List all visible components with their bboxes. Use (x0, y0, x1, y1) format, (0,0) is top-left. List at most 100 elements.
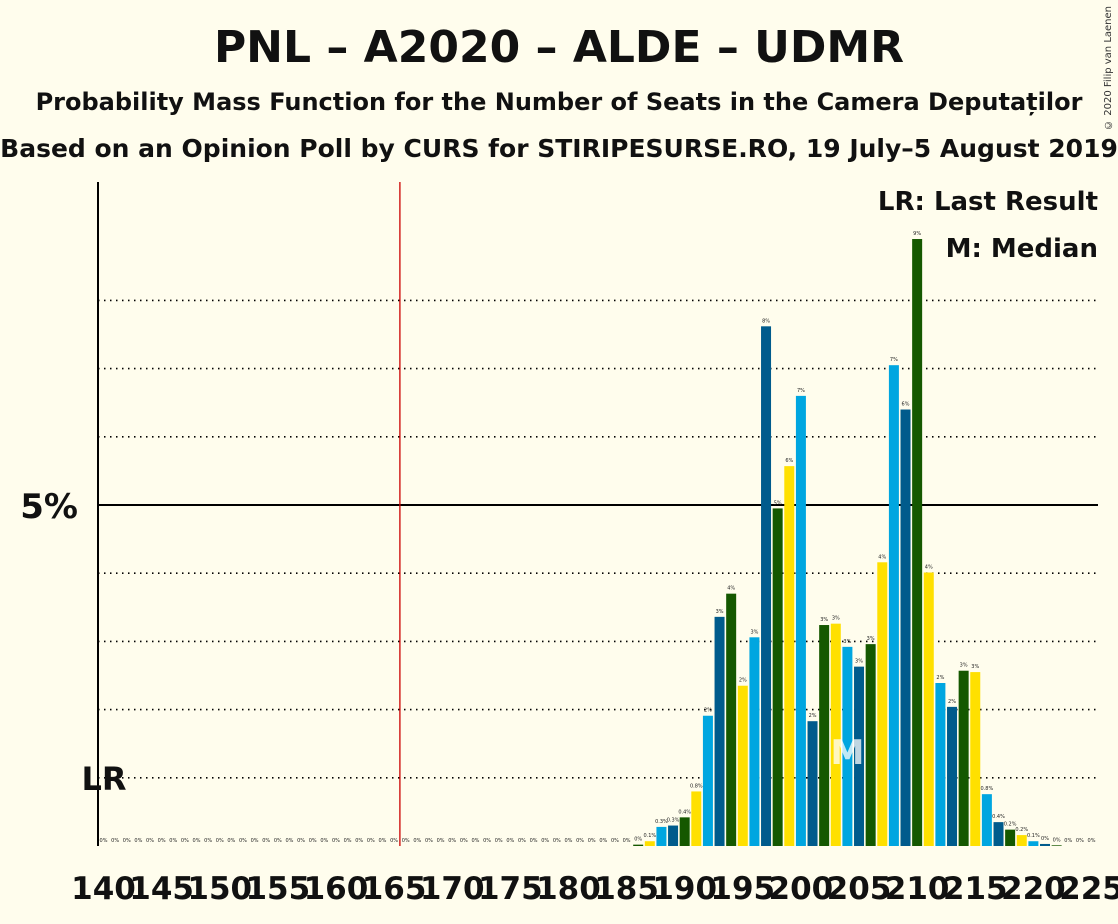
bar (726, 593, 737, 846)
bar-label: 0% (227, 838, 235, 844)
bar (1040, 843, 1051, 846)
bar-label: 8% (762, 318, 770, 324)
bar (795, 395, 806, 846)
bar (1005, 829, 1016, 846)
bar-label: 0% (530, 838, 538, 844)
bar (993, 822, 1004, 846)
bar-label: 0% (344, 838, 352, 844)
bar-label: 0% (634, 837, 642, 843)
bar-label: 4% (878, 554, 886, 560)
bar-label: 2% (739, 678, 747, 684)
x-tick-label: 190 (652, 871, 717, 907)
bar-label: 0% (378, 838, 386, 844)
grid-lines: 5% (20, 299, 1098, 779)
bar (1051, 845, 1062, 846)
bar-label: 0% (541, 838, 549, 844)
bar (947, 706, 958, 846)
bar (633, 844, 644, 846)
bar-label: 0% (1088, 838, 1096, 844)
bar-label: 0% (623, 838, 631, 844)
bar-label: 0% (251, 838, 259, 844)
x-tick-label: 160 (304, 871, 369, 907)
bar-label: 3% (750, 629, 758, 635)
bar (1016, 835, 1027, 846)
x-tick-label: 225 (1059, 871, 1118, 907)
bar-label: 0.1% (1027, 833, 1040, 839)
bar-label: 0% (599, 838, 607, 844)
bar-label: 0% (123, 838, 131, 844)
bar (854, 666, 865, 846)
bar (784, 466, 795, 846)
bar-label: 0% (216, 838, 224, 844)
bar-label: 0.2% (1004, 822, 1017, 828)
bar (679, 817, 690, 846)
bar (702, 715, 713, 846)
bar-label: 2% (809, 713, 817, 719)
bar-label: 0% (1053, 837, 1061, 843)
bar-label: 0% (460, 838, 468, 844)
bar-label: 0% (367, 838, 375, 844)
bar-label: 0% (437, 838, 445, 844)
bar (737, 685, 748, 846)
bar-label: 0% (309, 838, 317, 844)
bar-label: 0% (553, 838, 561, 844)
bar-label: 6% (902, 402, 910, 408)
x-tick-label: 180 (536, 871, 601, 907)
bar-label: 0% (448, 838, 456, 844)
bar-label: 3% (843, 639, 851, 645)
bar-label: 0% (390, 838, 398, 844)
bar-label: 0% (286, 838, 294, 844)
x-tick-label: 170 (420, 871, 485, 907)
bar-label: 0% (100, 838, 108, 844)
bar-label: 3% (832, 616, 840, 622)
bar-label: 0.3% (667, 818, 680, 824)
bar-label: 0% (111, 838, 119, 844)
bar-label: 0% (181, 838, 189, 844)
x-tick-label: 175 (478, 871, 543, 907)
chart-subtitle: Probability Mass Function for the Number… (35, 88, 1083, 116)
bar-label: 0% (576, 838, 584, 844)
x-tick-label: 165 (362, 871, 427, 907)
bar (970, 672, 981, 846)
bar-label: 7% (890, 357, 898, 363)
bar-label: 0% (588, 838, 596, 844)
bar-label: 0% (1041, 836, 1049, 842)
overlay: LR M (81, 182, 864, 846)
bar-label: 6% (785, 458, 793, 464)
bar (842, 646, 853, 846)
bar-label: 3% (716, 609, 724, 615)
bar-label: 0% (355, 838, 363, 844)
bar-label: 0% (158, 838, 166, 844)
bar-label: 0.3% (655, 819, 668, 825)
bar (865, 644, 876, 846)
bar-label: 9% (913, 231, 921, 237)
bar (1028, 841, 1039, 846)
bar-label: 0% (564, 838, 572, 844)
bar-label: 5% (774, 500, 782, 506)
x-tick-label: 145 (129, 871, 194, 907)
bar-label: 4% (925, 565, 933, 571)
bar-label: 0% (297, 838, 305, 844)
chart-source: Based on an Opinion Poll by CURS for STI… (0, 134, 1118, 163)
bar-label: 0.8% (690, 783, 703, 789)
bar-label: 4% (727, 586, 735, 592)
bar (807, 721, 818, 846)
bar-label: 3% (960, 663, 968, 669)
bar-label: 0% (471, 838, 479, 844)
legend-last-result: LR: Last Result (878, 187, 1098, 217)
bar-label: 2% (948, 699, 956, 705)
bar-label: 0% (239, 838, 247, 844)
bar (714, 616, 725, 846)
bar-label: 2% (936, 675, 944, 681)
bar-label: 7% (797, 388, 805, 394)
bar-label: 0% (506, 838, 514, 844)
bar (819, 625, 830, 846)
bar-label: 0% (483, 838, 491, 844)
bar (772, 508, 783, 846)
x-tick-label: 220 (1001, 871, 1066, 907)
bar (877, 562, 888, 846)
bars (633, 239, 1062, 846)
bar-label: 0% (146, 838, 154, 844)
bar-label: 0% (134, 838, 142, 844)
